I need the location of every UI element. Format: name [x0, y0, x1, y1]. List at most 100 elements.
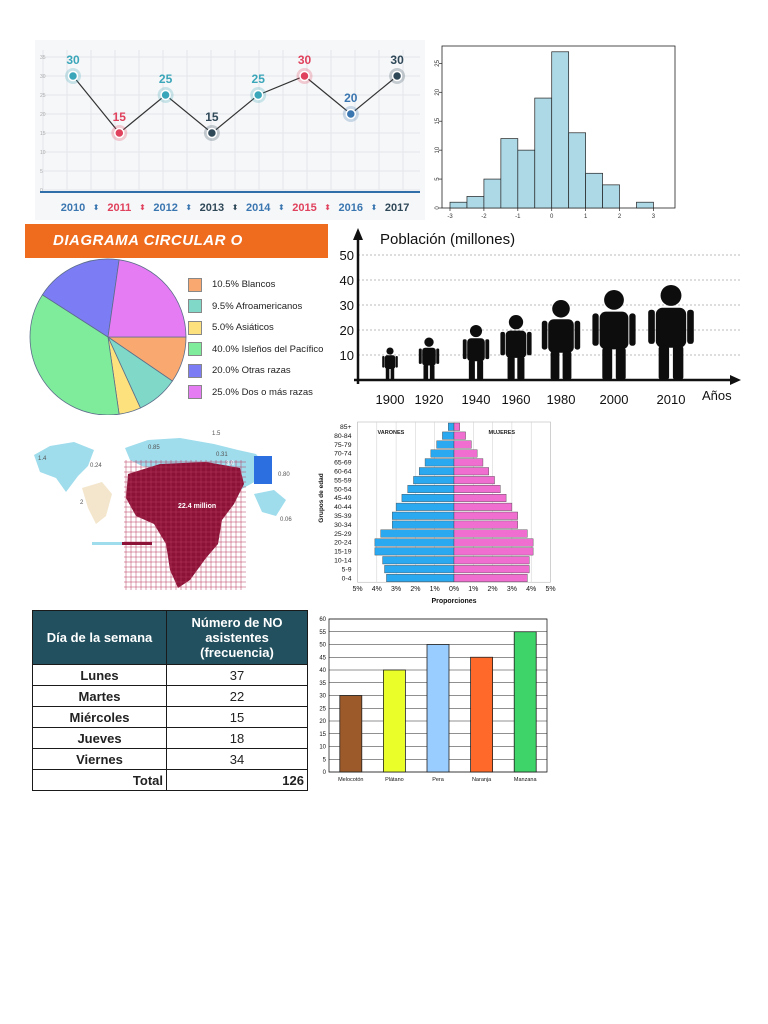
person-head: [508, 315, 524, 330]
person-arm: [485, 339, 490, 360]
x-tick-label: 2014: [246, 202, 271, 214]
y-tick-label: 15: [319, 732, 326, 738]
map-label: 2: [80, 500, 84, 506]
y-tick-label: 0: [435, 206, 441, 210]
cell-day: Lunes: [32, 664, 167, 686]
male-bar: [436, 440, 455, 449]
year-separator-arrow: ⬍: [278, 203, 285, 212]
year-separator-arrow: ⬍: [185, 203, 192, 212]
x-tick-label: 1%: [468, 586, 478, 593]
x-tick-label: 2%: [488, 586, 498, 593]
person-head: [660, 285, 682, 306]
x-tick-label: 1: [584, 214, 588, 220]
total-row: Total 126: [32, 769, 308, 791]
x-tick-label: 1%: [430, 586, 440, 593]
legend-label: 25.0% Dos o más razas: [212, 386, 313, 398]
legend-swatch: [188, 385, 202, 400]
person-pictogram: [382, 347, 398, 380]
legend-label: 40.0% Isleños del Pacífico: [212, 343, 324, 355]
cell-day: Miércoles: [32, 706, 167, 728]
histogram-bar: [585, 172, 603, 209]
header-frequency: Número de NO asistentes (frecuencia): [166, 610, 308, 665]
x-tick-label: 2013: [200, 202, 224, 214]
y-tick-label: 15-19: [334, 549, 352, 556]
y-tick-label: 10-14: [334, 558, 352, 565]
male-bar: [374, 547, 455, 556]
world-map-infographic: 1.5 0.85 0.31 3.0 1.4 0.24 0.80 2 22.4 million 0.…: [30, 420, 315, 598]
person-leg: [602, 347, 613, 380]
x-tick-label: Melocotón: [338, 777, 363, 783]
female-bar: [453, 467, 489, 476]
cell-frequency: 22: [166, 685, 308, 707]
y-tick-label: 40: [319, 668, 326, 674]
table-row: Lunes 37: [32, 664, 308, 686]
pie-slice: [41, 258, 120, 338]
data-label: 25: [252, 72, 266, 86]
x-axis-label: Proporciones: [431, 598, 476, 605]
year-separator-arrow: ⬍: [371, 203, 378, 212]
y-tick-label: 45-49: [334, 495, 352, 502]
bar: [470, 656, 494, 773]
person-arm: [629, 313, 636, 346]
person-leg: [507, 356, 515, 380]
south-america-shape: [82, 482, 112, 524]
data-label: 15: [113, 110, 127, 124]
person-body: [505, 330, 527, 358]
left-label: VARONES: [378, 430, 405, 436]
male-bar: [401, 493, 455, 502]
x-tick-label: 0: [550, 214, 554, 220]
y-tick-label: 20: [319, 719, 326, 725]
y-tick-label: 50-54: [334, 486, 352, 493]
legend-label: 10.5% Blancos: [212, 279, 276, 291]
histogram-bar: [534, 97, 553, 209]
person-head: [552, 300, 570, 318]
y-axis-label: Grupos de edad: [318, 473, 325, 523]
x-tick-label: 3%: [391, 586, 401, 593]
person-arm: [592, 313, 599, 346]
male-bar: [380, 529, 455, 538]
person-arm: [648, 309, 655, 344]
x-tick-label: 3: [652, 214, 656, 220]
map-label: 1.4: [38, 456, 47, 462]
histogram-bar: [551, 51, 570, 209]
population-pyramid: VARONES MUJERES 85+ 80-84 75-79 70-74 65-69 60-…: [315, 418, 565, 606]
pie-chart-svg: [29, 258, 187, 415]
data-label: 30: [390, 53, 404, 67]
male-bar: [382, 556, 455, 565]
fruit-bar-chart: 0 5 10 15 20 25 30 35 40 45 50 55 60 Melocotón Plátano…: [312, 614, 550, 792]
male-bar: [413, 476, 455, 485]
map-label: 0.06: [280, 517, 292, 523]
x-tick-label: 2000: [600, 392, 629, 407]
data-label: 15: [205, 110, 219, 124]
chart-title: Población (millones): [380, 231, 515, 248]
person-pictogram: [418, 337, 440, 380]
map-label: 0.31: [216, 452, 228, 458]
y-tick-label: 60-64: [334, 469, 352, 476]
africa-grid: [124, 460, 246, 590]
person-arm: [462, 339, 467, 360]
x-tick-label: 3%: [507, 586, 517, 593]
person-arm: [395, 355, 398, 368]
total-label: Total: [32, 769, 167, 791]
y-tick-label: 25: [40, 93, 46, 99]
table-row: Miércoles 15: [32, 706, 308, 728]
person-leg: [390, 368, 395, 380]
population-svg: Población (millones) 10 20 30 40 50 Años 1900 19…: [340, 228, 742, 407]
x-tick-label: Naranja: [472, 777, 492, 783]
histogram-bar: [500, 138, 519, 209]
person-arm: [687, 309, 694, 344]
africa-shape: [126, 462, 244, 588]
person-arm: [418, 348, 422, 364]
histogram-bar: [449, 201, 468, 209]
data-point: [160, 89, 171, 101]
pie-slice: [107, 259, 187, 338]
x-tick-label: 2011: [107, 202, 131, 214]
x-tick-label: 2%: [410, 586, 420, 593]
data-point: [391, 70, 403, 82]
person-leg: [615, 347, 626, 380]
x-tick-label: 2016: [339, 202, 363, 214]
person-arm: [574, 320, 581, 350]
x-tick-label: 4%: [526, 586, 536, 593]
x-tick-label: 2012: [153, 202, 177, 214]
y-tick-label: 25-29: [334, 531, 352, 538]
